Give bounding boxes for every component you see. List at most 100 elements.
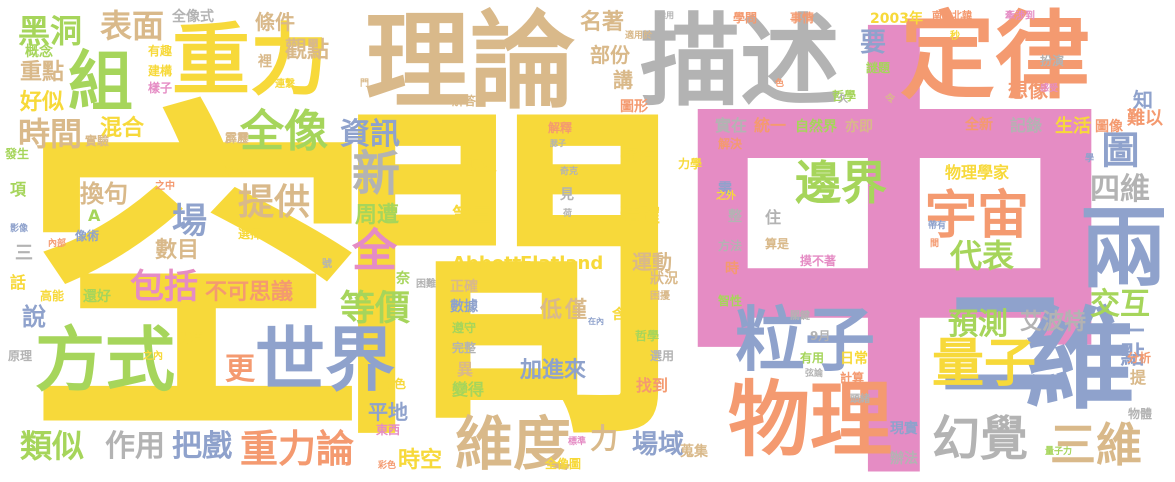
- word-xianlun: 弦論: [805, 369, 824, 379]
- word-bukesiyi: 不可思議: [205, 280, 294, 305]
- word-xu: 需: [718, 181, 732, 197]
- word-wei-big: 維: [1025, 296, 1135, 424]
- word-aibote: 艾波特: [1020, 310, 1087, 335]
- word-quanxiangshi: 全像式: [172, 9, 214, 25]
- word-xiang: 項: [10, 180, 27, 199]
- word-ti: 提: [1130, 368, 1147, 387]
- word-shumu: 數目: [155, 238, 200, 263]
- word-jiaohu: 交互: [1090, 287, 1150, 322]
- word-liangzi: 量子: [932, 334, 1037, 394]
- word-miaoshu: 描述: [640, 3, 840, 120]
- word-haosi: 好似: [20, 90, 65, 115]
- word-wulixuejia: 物理學家: [945, 163, 1010, 182]
- word-kunnan: 困難: [416, 279, 436, 290]
- word-dinglv: 定律: [900, 2, 1091, 112]
- word-zhu: 住: [765, 208, 782, 227]
- word-quan: 全: [352, 224, 398, 277]
- word-quanxin: 全新: [965, 117, 993, 133]
- word-han: 含: [612, 307, 626, 323]
- word-yiji: 亦即: [845, 119, 873, 135]
- word-he: 荷: [563, 209, 573, 219]
- word-xuanze: 選擇: [238, 227, 263, 241]
- word-yundong: 運動: [632, 250, 672, 274]
- word-pingdi: 平地: [368, 400, 408, 424]
- word-shiyongyu: 適用於: [625, 31, 653, 41]
- word-jian: 間: [930, 239, 940, 249]
- word-jisuan: 計算: [840, 371, 865, 385]
- word-liang: 兩: [1080, 197, 1169, 300]
- word-suanshi: 算是: [765, 237, 790, 251]
- word-jingque: 精確: [620, 203, 660, 227]
- word-shuo: 說: [22, 303, 46, 331]
- word-neibu: 內部: [48, 239, 67, 249]
- word-zhonglilun: 重力論: [240, 427, 355, 471]
- word-jiangou: 建構: [148, 64, 173, 78]
- word-daiyou: 帶有: [928, 221, 947, 231]
- word-yao: 要: [860, 28, 887, 58]
- word-shizai: 實在: [715, 116, 748, 135]
- word-9yue: 9月: [810, 329, 831, 343]
- word-fangshi: 方式: [35, 319, 175, 401]
- word-yuanli: 原理: [8, 349, 33, 363]
- word-tiaojian: 條件: [255, 10, 295, 34]
- word-mobuzhu: 摸不著: [800, 254, 837, 268]
- word-xiangshu: 像術: [75, 229, 100, 243]
- word-sanwei: 三維: [1050, 418, 1142, 472]
- word-zhongli: 重力: [172, 16, 329, 106]
- word-yingxiang: 影像: [10, 224, 29, 234]
- word-caise: 彩色: [378, 461, 397, 471]
- word-hua: 話: [10, 273, 27, 292]
- word-xiangxiang: 想像: [1008, 78, 1048, 102]
- word-se: 色: [775, 79, 785, 89]
- word-nanhanbeihan: 南韓北韓: [932, 11, 972, 22]
- word-banyan: 扮演: [1040, 54, 1065, 68]
- word-zhaodao: 找到: [636, 376, 669, 395]
- word-zhi: 知: [1133, 88, 1153, 112]
- word-fenxi: 分析: [1127, 351, 1152, 365]
- word-yidian: 一點: [1116, 318, 1144, 366]
- word-lizi: 粒子: [735, 299, 875, 381]
- word-tuxiang: 圖像: [1095, 119, 1123, 135]
- word-jiejue: 解決: [718, 137, 743, 151]
- word-zixun: 資訊: [340, 117, 400, 152]
- word-zhouzao: 周遭: [355, 203, 400, 228]
- word-abbott: Abbott: [452, 253, 522, 274]
- word-shikong: 時空: [398, 448, 443, 473]
- word-huanju: 換句: [80, 180, 128, 208]
- word-zuoyong: 作用: [105, 429, 165, 464]
- word-ling: 令: [885, 94, 895, 105]
- word-shiqing: 事情: [790, 11, 815, 25]
- word-shiyan: 實驗: [85, 134, 110, 148]
- word-guangxue: 光學: [180, 331, 205, 345]
- word-shijie: 世界: [255, 319, 395, 401]
- word-xuanyong: 選用: [650, 349, 675, 363]
- word-zainei: 在內: [588, 317, 604, 326]
- word-zhexue2: 哲學: [832, 89, 857, 103]
- word-zunshou: 遵守: [452, 321, 477, 335]
- word-saizi: 腮子: [550, 139, 566, 148]
- word-jiu: 久: [838, 94, 848, 105]
- word-tongyi: 統一: [754, 116, 787, 135]
- word-juese: 角色: [382, 377, 407, 391]
- word-dongxi: 東西: [376, 423, 401, 437]
- word-kongjian: 空間: [22, 74, 682, 482]
- word-lianxi: 連繫: [275, 79, 295, 90]
- word-miao: 秒: [950, 31, 960, 42]
- word-2003: 2003年: [870, 11, 923, 27]
- word-tigong: 提供: [238, 182, 311, 223]
- word-yunxing: 運行: [620, 148, 656, 169]
- word-yuzhou: 宇宙: [925, 186, 1030, 246]
- word-zhixing: 智性: [718, 294, 743, 308]
- word-changyu: 場域: [632, 430, 685, 460]
- word-zu: 組: [68, 45, 134, 120]
- word-haihao: 還好: [83, 289, 111, 305]
- word-leisi: 類似: [20, 427, 85, 465]
- word-jiajinlai: 加進來: [520, 358, 587, 383]
- word-wuti: 物體: [1128, 407, 1153, 421]
- word-zhiwai: 之外: [716, 191, 736, 202]
- word-huanjue: 幻覺: [932, 411, 1029, 467]
- word-zhizhong: 之中: [155, 181, 175, 192]
- word-hao: 號: [322, 259, 332, 270]
- word-weidu: 維度: [455, 410, 572, 478]
